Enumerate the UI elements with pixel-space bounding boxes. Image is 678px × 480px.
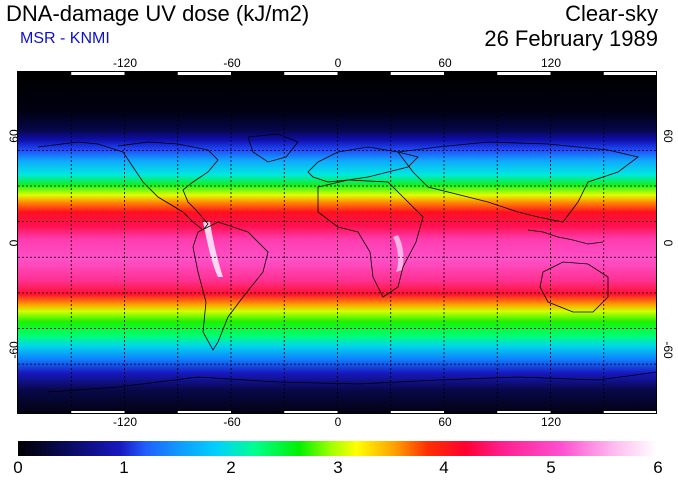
colorbar-label: 2 [226, 458, 236, 477]
date-label: 26 February 1989 [484, 26, 658, 51]
colorbar-label: 4 [439, 458, 449, 477]
uv-dose-map [18, 72, 657, 414]
lon-tick-top: 120 [540, 56, 562, 70]
lon-tick-top: -60 [223, 56, 241, 70]
lat-tick-right: 0 [661, 239, 675, 247]
colorbar [18, 441, 657, 456]
map-title: DNA-damage UV dose (kJ/m2) [6, 1, 310, 26]
lon-tick-bottom: 0 [334, 415, 342, 429]
lon-tick-bottom: 60 [438, 415, 452, 429]
colorbar-label: 0 [13, 458, 23, 477]
lon-tick-top: 60 [438, 56, 452, 70]
colorbar-label: 5 [546, 458, 556, 477]
colorbar-label: 3 [333, 458, 343, 477]
colorbar-label: 6 [653, 458, 663, 477]
lon-tick-bottom: -60 [223, 415, 241, 429]
lat-tick-right: -60 [661, 341, 675, 359]
lon-tick-bottom: -120 [112, 415, 138, 429]
lon-tick-bottom: 120 [540, 415, 562, 429]
sky-condition-label: Clear-sky [565, 1, 658, 26]
lon-tick-top: 0 [334, 56, 342, 70]
colorbar-label: 1 [119, 458, 129, 477]
data-source-label: MSR - KNMI [20, 30, 110, 47]
lat-tick-right: 60 [661, 129, 675, 143]
lon-tick-top: -120 [112, 56, 138, 70]
